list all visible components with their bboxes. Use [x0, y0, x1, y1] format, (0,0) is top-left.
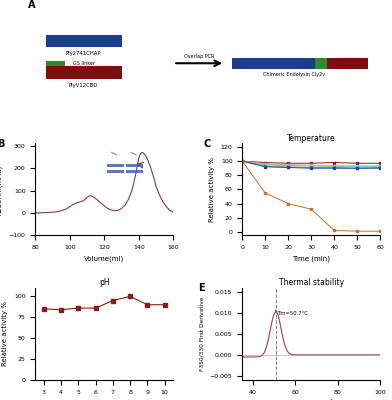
X-axis label: Time (min): Time (min) — [292, 256, 330, 262]
Title: Thermal stability: Thermal stability — [279, 278, 344, 287]
Bar — [327, 58, 368, 69]
Text: C: C — [203, 139, 211, 149]
Text: Tm=50.7°C: Tm=50.7°C — [278, 312, 309, 316]
Text: E: E — [198, 283, 205, 293]
Text: Ply2741CHAP: Ply2741CHAP — [66, 52, 101, 56]
Bar — [45, 66, 122, 79]
Text: PlyV12CBD: PlyV12CBD — [69, 83, 98, 88]
Text: A: A — [28, 0, 36, 10]
Bar — [232, 58, 315, 69]
Text: B: B — [0, 139, 4, 149]
Title: Temperature: Temperature — [287, 134, 336, 143]
Y-axis label: Relative activity %: Relative activity % — [2, 302, 8, 366]
X-axis label: Volume(ml): Volume(ml) — [84, 256, 124, 262]
Text: Chimeric Endolysin Cly2v: Chimeric Endolysin Cly2v — [263, 72, 325, 77]
Title: pH: pH — [99, 278, 110, 287]
Bar — [315, 58, 327, 69]
Text: Overlap PCR: Overlap PCR — [184, 54, 214, 58]
Text: GS linker: GS linker — [73, 61, 95, 66]
Bar — [45, 61, 65, 66]
Y-axis label: F350/330 First Derivative: F350/330 First Derivative — [199, 297, 204, 371]
Bar — [45, 35, 122, 48]
Y-axis label: λ280nm(mAu): λ280nm(mAu) — [0, 164, 3, 214]
Y-axis label: Relative activity %: Relative activity % — [209, 157, 215, 222]
